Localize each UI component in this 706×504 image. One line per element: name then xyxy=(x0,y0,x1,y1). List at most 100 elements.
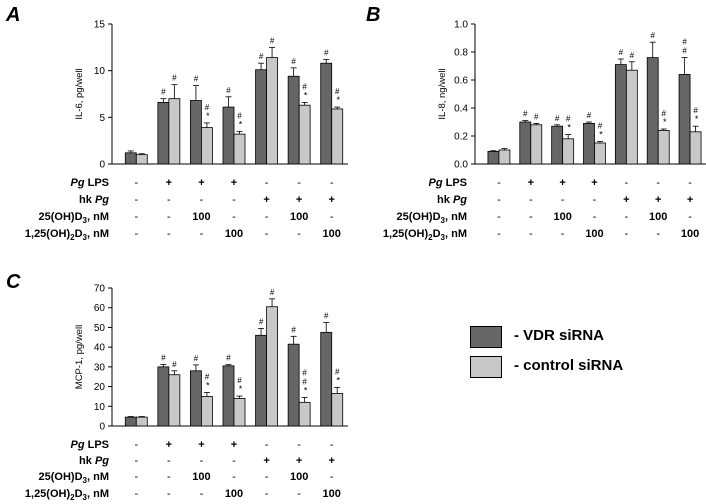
treatment-label: 1,25(OH)2D3, nM xyxy=(383,228,467,242)
significance-mark: # xyxy=(619,48,624,57)
significance-mark: # xyxy=(335,87,340,96)
bar-control xyxy=(135,154,148,165)
treatment-value: 100 xyxy=(290,211,308,223)
significance-mark: # xyxy=(587,111,592,120)
treatment-label: hk Pg xyxy=(437,194,467,206)
bar-vdr xyxy=(255,69,267,165)
y-tick-label: 0 xyxy=(99,422,105,433)
y-tick-label: 0.4 xyxy=(454,104,468,115)
significance-mark: # xyxy=(259,317,264,326)
bar-control xyxy=(233,397,246,427)
significance-mark: # xyxy=(291,325,296,334)
treatment-value: + xyxy=(655,194,661,206)
y-tick-label: 0.2 xyxy=(454,132,468,143)
bar-vdr xyxy=(190,370,202,427)
significance-mark: # xyxy=(630,51,635,60)
treatment-value: - xyxy=(297,228,301,240)
bar-control xyxy=(135,416,148,427)
treatment-value: - xyxy=(265,488,269,500)
bar-control xyxy=(689,131,702,165)
y-tick-label: 70 xyxy=(94,284,106,295)
treatment-label: 25(OH)D3, nM xyxy=(397,211,467,225)
bar-control xyxy=(594,142,606,165)
treatment-label: 25(OH)D3, nM xyxy=(39,471,109,485)
significance-mark: * xyxy=(206,380,210,390)
significance-mark: # xyxy=(682,38,687,47)
bar-vdr xyxy=(255,334,267,427)
treatment-value: - xyxy=(265,211,269,223)
significance-mark: # xyxy=(237,376,242,385)
treatment-label: hk Pg xyxy=(79,194,109,206)
treatment-value: + xyxy=(296,194,302,206)
y-tick-label: 5 xyxy=(99,113,105,124)
treatment-value: - xyxy=(529,211,533,223)
treatment-value: - xyxy=(688,177,692,189)
treatment-value: - xyxy=(593,194,597,206)
treatment-value: + xyxy=(198,439,204,451)
treatment-value: 100 xyxy=(225,488,243,500)
significance-mark: * xyxy=(336,95,340,105)
treatment-value: 100 xyxy=(192,471,210,483)
treatment-value: - xyxy=(265,471,269,483)
significance-mark: * xyxy=(304,90,308,100)
y-tick-label: 10 xyxy=(94,402,106,413)
bar-vdr xyxy=(583,123,595,165)
treatment-value: + xyxy=(263,194,269,206)
treatment-value: + xyxy=(198,177,204,189)
treatment-value: - xyxy=(232,211,236,223)
panel-letter: A xyxy=(5,4,20,26)
y-tick-label: 0.0 xyxy=(454,160,468,171)
bar-vdr xyxy=(487,150,500,165)
significance-mark: # xyxy=(661,109,666,118)
bar-vdr xyxy=(614,64,627,165)
treatment-value: 100 xyxy=(649,211,667,223)
significance-mark: # xyxy=(534,112,539,121)
treatment-value: - xyxy=(200,228,204,240)
bar-vdr xyxy=(222,365,235,427)
bar-vdr xyxy=(124,152,137,165)
treatment-value: - xyxy=(497,211,501,223)
panel-letter: C xyxy=(6,271,21,293)
treatment-value: + xyxy=(328,455,334,467)
panel-B: B0.00.20.40.60.81.0IL-8, ng/well----# #+-… xyxy=(366,4,706,242)
treatment-value: - xyxy=(232,455,236,467)
treatment-value: 100 xyxy=(192,211,210,223)
y-axis-label: IL-8, ng/well xyxy=(437,68,448,119)
treatment-value: - xyxy=(200,455,204,467)
significance-mark: * xyxy=(663,117,667,127)
treatment-label: Pg LPS xyxy=(70,439,109,451)
legend-swatch-control xyxy=(470,356,502,378)
y-tick-label: 1.0 xyxy=(454,20,468,31)
treatment-value: + xyxy=(623,194,629,206)
treatment-value: - xyxy=(134,488,138,500)
treatment-value: - xyxy=(529,194,533,206)
bar-vdr xyxy=(646,57,659,165)
significance-mark: * xyxy=(239,119,243,129)
significance-mark: # xyxy=(205,372,210,381)
significance-mark: * xyxy=(206,111,210,121)
significance-mark: # xyxy=(259,52,264,61)
treatment-value: - xyxy=(134,211,138,223)
treatment-value: - xyxy=(297,177,301,189)
treatment-value: - xyxy=(167,455,171,467)
significance-mark: # xyxy=(302,82,307,91)
treatment-value: - xyxy=(656,228,660,240)
treatment-label: hk Pg xyxy=(79,455,109,467)
significance-mark: # xyxy=(237,111,242,120)
significance-mark: # xyxy=(161,88,166,97)
treatment-value: - xyxy=(265,228,269,240)
bar-vdr xyxy=(157,102,170,165)
treatment-value: + xyxy=(166,177,172,189)
treatment-value: + xyxy=(559,177,565,189)
bar-vdr xyxy=(157,366,170,427)
treatment-value: - xyxy=(167,211,171,223)
y-tick-label: 0 xyxy=(99,160,105,171)
legend-label-vdr: - VDR siRNA xyxy=(514,327,605,344)
treatment-value: + xyxy=(296,455,302,467)
significance-mark: # xyxy=(302,368,307,377)
bar-control xyxy=(331,393,344,427)
bar-control xyxy=(298,401,311,427)
bar-control xyxy=(201,127,213,165)
bar-control xyxy=(298,104,311,165)
